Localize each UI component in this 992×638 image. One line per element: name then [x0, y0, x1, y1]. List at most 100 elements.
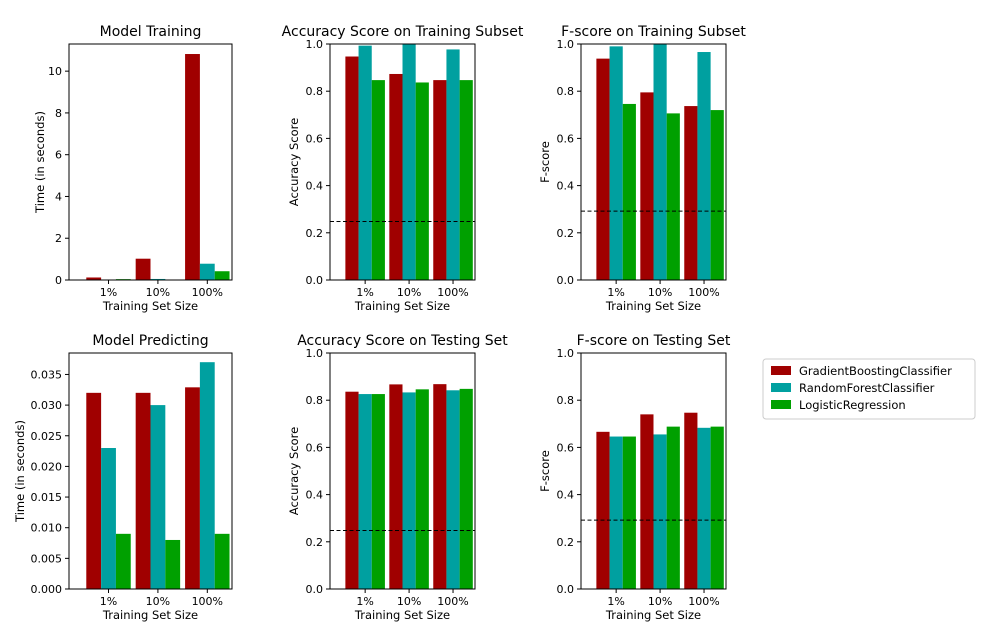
- axes-frame: [329, 43, 476, 281]
- axes-frame: [68, 352, 233, 590]
- bar-RandomForestClassifier-10%: [653, 44, 667, 280]
- y-tick-label: 0.2: [557, 536, 575, 549]
- x-tick-label: 100%: [192, 286, 223, 299]
- bar-GradientBoostingClassifier-10%: [389, 384, 403, 589]
- y-tick-label: 0: [55, 274, 62, 287]
- y-tick-label: 0.6: [557, 441, 575, 454]
- x-tick-label: 100%: [688, 595, 719, 608]
- x-axis-label: Training Set Size: [102, 608, 198, 622]
- x-tick-label: 10%: [397, 595, 421, 608]
- x-tick-label: 10%: [648, 286, 672, 299]
- y-tick-label: 0.4: [306, 489, 324, 502]
- bar-RandomForestClassifier-1%: [358, 394, 372, 589]
- x-axis-label: Training Set Size: [605, 608, 701, 622]
- y-tick-label: 0.025: [31, 430, 63, 443]
- y-axis-label: F-score: [538, 450, 552, 492]
- bar-RandomForestClassifier-100%: [697, 52, 711, 280]
- x-tick-label: 100%: [437, 595, 468, 608]
- bar-LogisticRegression-10%: [415, 82, 429, 280]
- axes-frame: [580, 43, 727, 281]
- y-tick-label: 1.0: [557, 347, 575, 360]
- legend-swatch: [771, 400, 791, 409]
- bar-RandomForestClassifier-10%: [150, 405, 166, 589]
- axes-frame: [329, 352, 476, 590]
- y-axis-label: Accuracy Score: [287, 427, 301, 515]
- axes-frame: [68, 43, 233, 281]
- bar-RandomForestClassifier-100%: [199, 263, 215, 280]
- y-axis-label: Accuracy Score: [287, 118, 301, 206]
- y-tick-label: 0.6: [306, 132, 324, 145]
- bar-LogisticRegression-100%: [710, 426, 724, 589]
- bar-RandomForestClassifier-100%: [199, 362, 215, 589]
- bar-GradientBoostingClassifier-1%: [86, 277, 102, 280]
- axes-frame: [580, 352, 727, 590]
- chart-title: Accuracy Score on Testing Set: [297, 333, 508, 349]
- bar-RandomForestClassifier-10%: [402, 392, 416, 589]
- y-tick-label: 6: [55, 149, 62, 162]
- y-tick-label: 0.2: [557, 227, 575, 240]
- bar-GradientBoostingClassifier-1%: [596, 58, 610, 280]
- chart-panel-1: 0 2 4 6 8 10 1% 10% 100% Model Training Training S…: [33, 24, 233, 313]
- bar-RandomForestClassifier-1%: [101, 448, 116, 589]
- y-tick-label: 0.000: [31, 583, 63, 596]
- bar-GradientBoostingClassifier-10%: [135, 392, 151, 589]
- bar-RandomForestClassifier-100%: [446, 49, 460, 281]
- bar-LogisticRegression-100%: [459, 80, 473, 280]
- bar-LogisticRegression-10%: [415, 389, 429, 589]
- y-tick-label: 0.0: [306, 274, 324, 287]
- y-tick-label: 0.0: [557, 583, 575, 596]
- legend: GradientBoostingClassifier RandomForestCl…: [762, 358, 976, 420]
- chart-title: F-score on Training Subset: [561, 24, 746, 40]
- y-tick-label: 8: [55, 107, 62, 120]
- bar-GradientBoostingClassifier-10%: [640, 414, 654, 589]
- x-tick-label: 10%: [146, 286, 170, 299]
- y-tick-label: 0.8: [306, 394, 324, 407]
- y-tick-label: 10: [48, 65, 62, 78]
- legend-swatch: [771, 383, 791, 392]
- y-tick-label: 0.8: [306, 85, 324, 98]
- y-axis-label: Time (in seconds): [33, 111, 47, 214]
- y-tick-label: 0.4: [306, 180, 324, 193]
- y-tick-label: 2: [55, 232, 62, 245]
- chart-panel-4: 0.000 0.005 0.010 0.015 0.020 0.025 0.030 0.035…: [13, 333, 233, 622]
- bar-RandomForestClassifier-1%: [358, 45, 372, 281]
- bar-GradientBoostingClassifier-10%: [135, 258, 151, 280]
- y-tick-label: 0.0: [557, 274, 575, 287]
- bar-GradientBoostingClassifier-10%: [640, 92, 654, 280]
- y-tick-label: 0.005: [31, 552, 63, 565]
- y-tick-label: 0.010: [31, 522, 63, 535]
- y-tick-label: 0.2: [306, 536, 324, 549]
- x-axis-label: Training Set Size: [605, 299, 701, 313]
- bar-LogisticRegression-100%: [214, 533, 230, 589]
- bar-RandomForestClassifier-10%: [653, 434, 667, 589]
- x-tick-label: 1%: [356, 286, 373, 299]
- x-axis-label: Training Set Size: [354, 299, 450, 313]
- x-tick-label: 1%: [607, 595, 624, 608]
- bar-RandomForestClassifier-100%: [446, 390, 460, 589]
- bar-GradientBoostingClassifier-100%: [433, 384, 447, 589]
- x-tick-label: 100%: [437, 286, 468, 299]
- y-tick-label: 0.6: [557, 132, 575, 145]
- y-tick-label: 0.0: [306, 583, 324, 596]
- bar-LogisticRegression-10%: [666, 426, 680, 589]
- bar-LogisticRegression-1%: [115, 533, 131, 589]
- chart-title: Accuracy Score on Training Subset: [282, 24, 524, 40]
- bar-RandomForestClassifier-10%: [150, 278, 166, 280]
- x-tick-label: 1%: [100, 595, 117, 608]
- x-tick-label: 10%: [397, 286, 421, 299]
- legend-swatch: [771, 366, 791, 375]
- bar-LogisticRegression-1%: [371, 394, 385, 589]
- chart-title: F-score on Testing Set: [577, 333, 731, 349]
- x-tick-label: 100%: [688, 286, 719, 299]
- y-tick-label: 0.4: [557, 180, 575, 193]
- x-axis-label: Training Set Size: [354, 608, 450, 622]
- y-tick-label: 0.030: [31, 399, 63, 412]
- bar-LogisticRegression-10%: [165, 539, 181, 589]
- y-tick-label: 0.015: [31, 491, 63, 504]
- bar-RandomForestClassifier-1%: [609, 436, 623, 589]
- bar-LogisticRegression-1%: [371, 80, 385, 280]
- x-tick-label: 10%: [146, 595, 170, 608]
- bar-RandomForestClassifier-10%: [402, 44, 416, 280]
- y-axis-label: Time (in seconds): [13, 420, 27, 523]
